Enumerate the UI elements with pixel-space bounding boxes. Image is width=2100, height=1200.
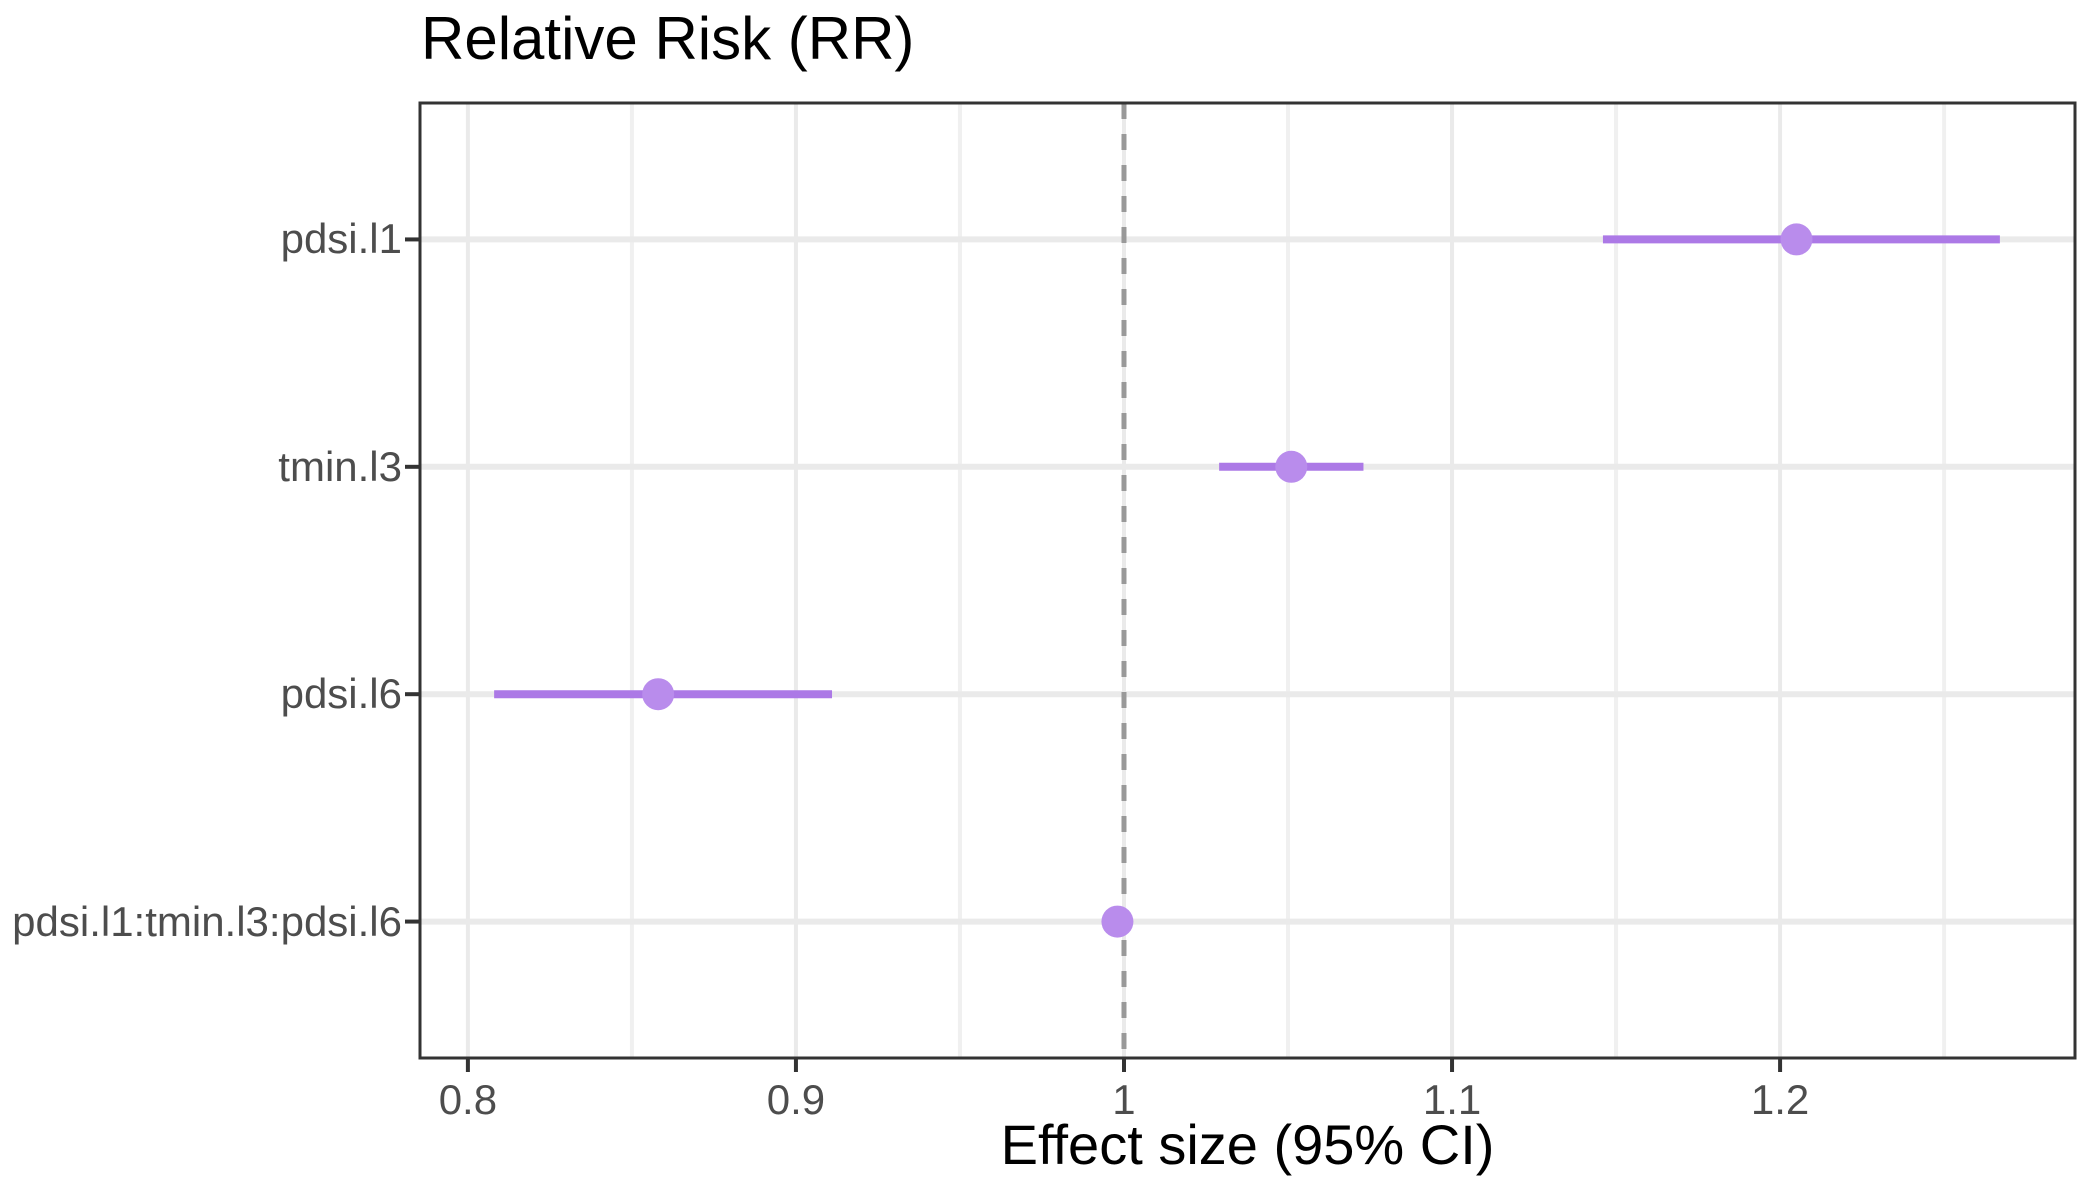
x-axis-title: Effect size (95% CI)	[1000, 1113, 1495, 1176]
point-estimate-tmin.l3	[1275, 450, 1308, 483]
y-category-label-interaction: pdsi.l1:tmin.l3:pdsi.l6	[12, 897, 402, 945]
panel-border	[418, 101, 2077, 1060]
y-category-label-pdsi-l1: pdsi.l1	[280, 215, 402, 263]
x-tick-label-0.8: 0.8	[438, 1076, 498, 1123]
y-category-label-pdsi-l6: pdsi.l6	[280, 670, 402, 718]
x-tick-label-1.2: 1.2	[1750, 1076, 1810, 1123]
x-tick-label-0.9: 0.9	[766, 1076, 826, 1123]
x-tick-label-1.1: 1.1	[1422, 1076, 1482, 1123]
chart-title: Relative Risk (RR)	[421, 5, 915, 72]
point-estimate-pdsi.l6	[642, 678, 675, 711]
y-category-label-tmin-l3: tmin.l3	[278, 442, 402, 490]
point-estimate-pdsi.l1	[1780, 223, 1813, 256]
point-estimate-pdsi.l1:tmin.l3:pdsi.l6	[1101, 905, 1134, 938]
x-tick-label-1: 1	[1112, 1076, 1136, 1123]
